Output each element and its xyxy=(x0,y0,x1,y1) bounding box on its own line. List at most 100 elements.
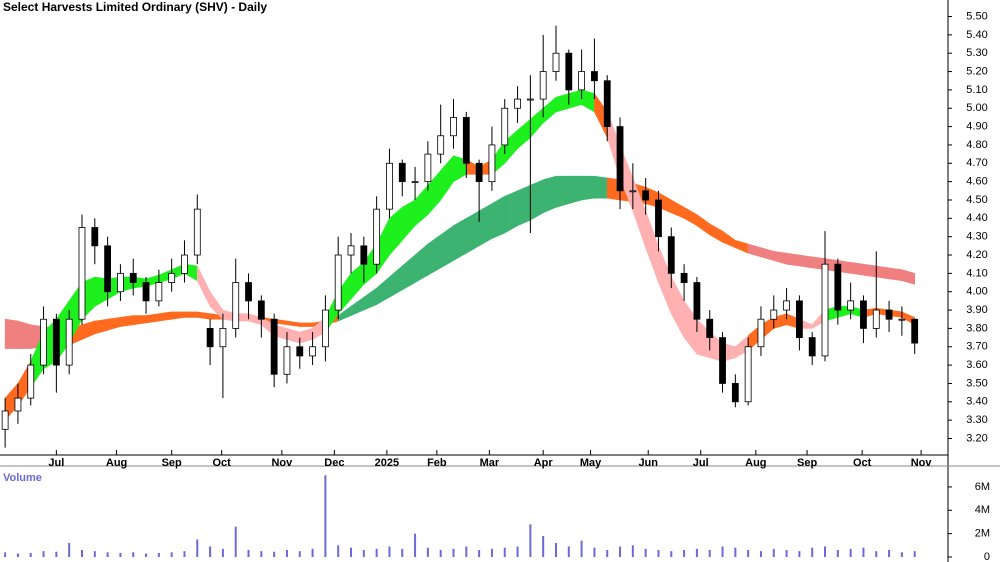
candle-body xyxy=(847,300,855,311)
x-tick-label: Apr xyxy=(534,457,554,469)
x-tick-label: Sep xyxy=(797,457,817,469)
ribbon-segment xyxy=(555,175,570,208)
ribbon-segment xyxy=(901,269,915,285)
volume-bar xyxy=(260,551,263,557)
candle-body xyxy=(411,181,419,184)
candle-body xyxy=(591,71,598,82)
y-tick-label: 0 xyxy=(984,551,990,562)
volume-bar xyxy=(439,549,442,557)
volume-bar xyxy=(4,552,7,557)
candle-body xyxy=(821,263,829,357)
candle-body xyxy=(911,318,919,344)
volume-bar xyxy=(157,552,160,557)
x-tick-label: Jul xyxy=(693,457,709,469)
candle-body xyxy=(783,300,790,311)
candle-body xyxy=(360,245,368,265)
volume-bar xyxy=(785,549,788,557)
ribbon-segment xyxy=(466,210,480,254)
volume-bar xyxy=(567,546,570,557)
candle-body xyxy=(193,208,201,256)
volume-bar xyxy=(132,552,135,557)
volume-bar xyxy=(145,553,148,557)
volume-bar xyxy=(221,548,224,557)
candle-body xyxy=(424,153,432,183)
y-tick-label: 3.20 xyxy=(966,432,987,444)
volume-bar xyxy=(824,546,827,557)
y-tick-label: 4.00 xyxy=(966,286,987,298)
axes: 3.20 3.30 3.40 3.50 3.60 3.70 3.80 3.90 4.00 4.10… xyxy=(48,10,990,562)
candle-body xyxy=(78,227,86,320)
volume-bar xyxy=(375,548,378,557)
ribbon-segment xyxy=(478,203,493,247)
candle-body xyxy=(270,318,278,375)
volume-bar xyxy=(811,547,814,557)
volume-bar xyxy=(542,535,545,557)
candle-body xyxy=(168,272,176,283)
candle-body xyxy=(552,52,560,72)
volume-bar xyxy=(721,546,724,557)
candle-body xyxy=(462,117,470,164)
y-tick-label: 4.30 xyxy=(966,231,987,243)
candle-body xyxy=(719,337,726,384)
y-tick-label: 5.00 xyxy=(966,102,987,114)
candle-body xyxy=(539,71,547,100)
candle-body xyxy=(757,318,765,348)
ribbon-segment xyxy=(158,311,172,322)
candle-body xyxy=(603,80,611,127)
candle-body xyxy=(706,318,714,338)
candle-body xyxy=(450,117,457,137)
y-tick-label: 4.60 xyxy=(966,176,987,188)
ribbon-segment xyxy=(17,320,32,349)
x-tick-label: Mar xyxy=(480,457,500,469)
candle-body xyxy=(885,309,893,320)
x-tick-label: Oct xyxy=(212,457,231,469)
y-tick-label: 5.10 xyxy=(966,84,987,96)
y-tick-label: 4.70 xyxy=(966,157,987,169)
candle-body xyxy=(142,282,150,302)
y-tick-label: 3.40 xyxy=(966,396,987,408)
x-tick-label: May xyxy=(580,457,602,469)
volume-bar xyxy=(337,545,340,557)
candle-body xyxy=(14,397,22,412)
volume-bar xyxy=(708,549,711,557)
candle-body xyxy=(245,282,252,302)
volume-bar xyxy=(644,548,647,557)
ribbon-segment xyxy=(594,175,608,199)
volume-bar xyxy=(836,549,839,557)
y-tick-label: 5.50 xyxy=(966,10,987,22)
candle-body xyxy=(181,254,188,274)
volume-bar xyxy=(106,552,109,557)
volume-bar xyxy=(554,542,557,557)
candle-body xyxy=(629,190,637,193)
y-tick-label: 3.70 xyxy=(966,341,987,353)
volume-bar xyxy=(93,551,96,557)
volume-bar xyxy=(68,542,71,557)
candle-body xyxy=(232,282,240,329)
candles xyxy=(1,25,919,448)
candle-body xyxy=(437,135,445,155)
volume-bar xyxy=(247,549,250,557)
ribbon-segment xyxy=(530,179,544,221)
volume-bar xyxy=(234,526,237,557)
candle-body xyxy=(373,208,381,265)
candle-body xyxy=(872,309,880,329)
x-tick-label: Nov xyxy=(911,457,933,469)
candle-body xyxy=(296,346,304,357)
volume-bar xyxy=(119,552,122,557)
candle-body xyxy=(386,162,393,210)
volume-bar xyxy=(875,551,878,557)
candle-body xyxy=(655,199,662,238)
x-tick-label: Jul xyxy=(48,457,64,469)
volume-bar xyxy=(900,552,903,557)
y-tick-label: 2M xyxy=(975,528,990,540)
x-tick-label: Feb xyxy=(427,457,447,469)
candle-body xyxy=(347,245,355,256)
candle-body xyxy=(680,272,688,283)
volume-bar xyxy=(490,548,493,557)
y-tick-label: 5.40 xyxy=(966,29,987,41)
volume-bar xyxy=(209,546,212,557)
candle-body xyxy=(27,364,35,399)
ribbon-segment xyxy=(786,252,800,267)
volume-bar xyxy=(734,547,737,557)
